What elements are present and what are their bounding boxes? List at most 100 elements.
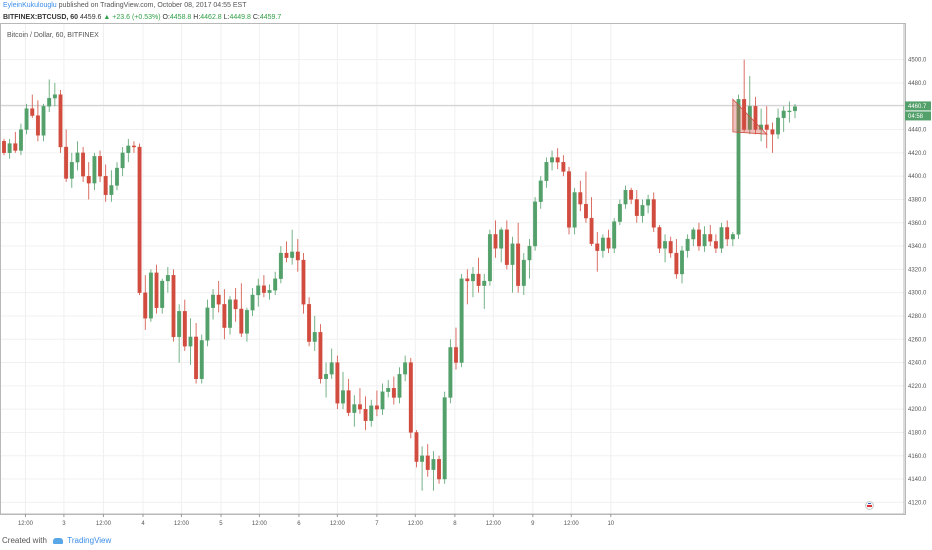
candle-body <box>403 362 408 375</box>
open-label: O: <box>162 14 170 21</box>
candle-body <box>148 272 153 319</box>
candle-body <box>510 243 515 265</box>
candle <box>92 152 97 191</box>
candle <box>35 100 40 142</box>
candle-body <box>499 229 504 249</box>
candle <box>787 101 792 123</box>
candle <box>7 138 12 159</box>
candle-body <box>584 203 588 219</box>
candle-body <box>685 238 690 251</box>
candle <box>510 236 515 293</box>
candle <box>572 187 577 235</box>
candle-body <box>437 459 441 480</box>
price-tick-label: 4480.0 <box>908 81 927 87</box>
candle-body <box>120 152 125 169</box>
candle <box>318 324 323 384</box>
candle <box>606 229 611 254</box>
candle-body <box>634 199 639 216</box>
candle <box>24 103 29 135</box>
us-flag-icon[interactable] <box>865 501 874 510</box>
candle-body <box>787 110 792 113</box>
candle <box>589 197 594 247</box>
candle-body <box>719 227 724 249</box>
chart-header-ohlc-line: BITFINEX:BTCUSD, 60 4459.6 ▲ +23.6 (+0.5… <box>3 14 281 21</box>
price-tick-label: 4500.0 <box>908 58 927 64</box>
candle-body <box>420 455 425 462</box>
candle <box>663 234 667 263</box>
time-tick-label: 12:00 <box>252 521 268 527</box>
candle <box>544 157 549 188</box>
candle <box>476 257 481 293</box>
time-tick-label: 12:00 <box>18 521 34 527</box>
candle <box>357 388 362 414</box>
candle-body <box>295 251 300 261</box>
candle <box>470 267 475 298</box>
candle-body <box>290 251 295 258</box>
drawing-triangle <box>732 98 768 135</box>
candle <box>482 274 487 309</box>
candle-body <box>730 234 735 240</box>
candle-body <box>561 162 566 172</box>
candle <box>30 94 35 118</box>
candle <box>154 264 159 314</box>
candle-body <box>713 241 718 249</box>
candle-body <box>357 404 362 410</box>
candle <box>278 246 283 284</box>
candle <box>233 287 238 322</box>
candle-body <box>352 404 357 413</box>
candle-body <box>188 336 193 347</box>
candle-body <box>41 106 46 136</box>
price-axis-labels: 4460.7 04:58 <box>905 101 931 121</box>
candle-body <box>589 217 594 244</box>
price-tag-text: 4460.7 <box>908 104 927 110</box>
candle <box>680 246 684 284</box>
candle <box>13 131 18 153</box>
candle-body <box>493 234 498 249</box>
candle <box>550 150 554 171</box>
candle-body <box>301 259 306 305</box>
time-axis: 12:00 3 12:00 4 12:00 5 12:00 6 12:00 7 12:00 8 12:0… <box>18 514 615 527</box>
candle <box>668 236 673 258</box>
candle-body <box>781 110 786 119</box>
candle <box>301 253 306 314</box>
candle <box>194 322 199 384</box>
candle <box>504 220 509 270</box>
candle <box>211 289 215 320</box>
candle <box>538 176 543 209</box>
time-tick-label: 12:00 <box>486 521 502 527</box>
candle <box>131 141 136 153</box>
candle <box>617 199 622 226</box>
candle-body <box>13 143 18 151</box>
candle <box>369 399 374 427</box>
candle <box>725 220 730 247</box>
candle <box>776 108 780 139</box>
candle-body <box>109 185 114 195</box>
candle-body <box>459 278 464 363</box>
candle-body <box>52 94 57 99</box>
candle-body <box>154 272 159 308</box>
symbol-name: BITFINEX:BTCUSD, 60 <box>3 14 79 21</box>
created-with-text: Created with <box>2 536 47 545</box>
candle <box>736 94 741 240</box>
candle <box>702 226 707 252</box>
candle <box>228 296 232 335</box>
candle-body <box>143 292 148 319</box>
high-value: 4462.8 <box>200 14 222 21</box>
footer: Created with TradingView <box>2 536 111 545</box>
price-tick-label: 4360.0 <box>908 221 927 227</box>
price-tick-label: 4140.0 <box>908 477 927 483</box>
candle <box>634 190 639 223</box>
tradingview-brand[interactable]: TradingView <box>67 536 112 545</box>
publish-info: published on TradingView.com, October 08… <box>58 2 247 9</box>
candle <box>244 307 249 342</box>
candle <box>143 275 148 330</box>
time-tick-label: 12:00 <box>96 521 112 527</box>
candle <box>759 108 764 142</box>
candle <box>555 148 560 170</box>
candle <box>120 147 125 177</box>
price-tag-text: 04:58 <box>908 114 924 120</box>
candle-body <box>544 162 549 181</box>
author-link[interactable]: EyleinKukulouglu <box>3 2 57 9</box>
candle-body <box>126 145 131 154</box>
